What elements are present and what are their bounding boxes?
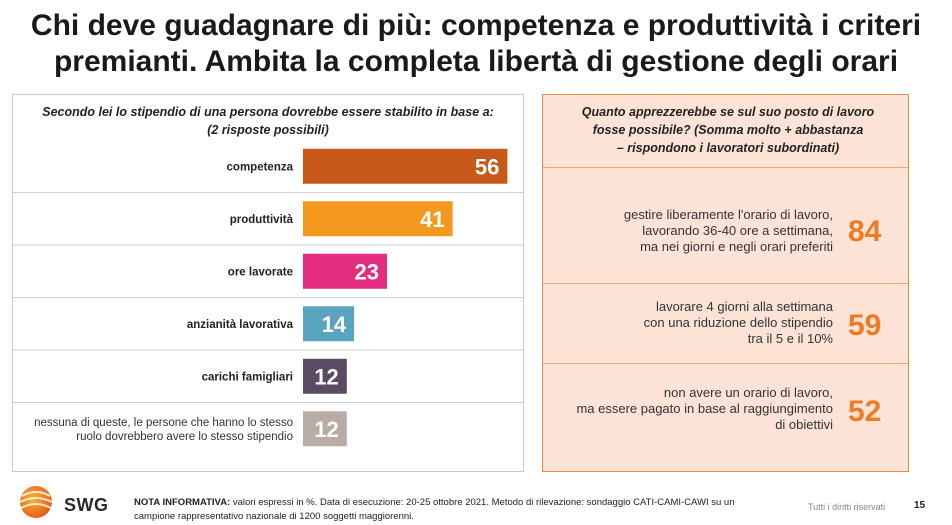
category-label: carichi famigliari [202, 371, 293, 383]
divider [543, 283, 908, 284]
right-question-line3: – rispondono i lavoratori subordinati) [616, 141, 840, 155]
bar-6 [303, 411, 347, 447]
left-question: Secondo lei lo stipendio di una persona … [13, 103, 523, 139]
category-label: anzianità lavorativa [187, 319, 294, 331]
bar-3 [303, 253, 387, 289]
right-item-text: non avere un orario di lavoro, ma essere… [553, 385, 833, 433]
bar-value-label: 23 [354, 259, 378, 284]
bar-4 [303, 306, 355, 342]
right-item-line: ma essere pagato in base al raggiungimen… [576, 401, 833, 416]
rights-text: Tutti i diritti riservati [808, 502, 886, 512]
right-item-line: gestire liberamente l'orario di lavoro, [623, 207, 833, 222]
category-label: nessuna di queste, le persone che hanno … [34, 417, 293, 429]
swg-logo-icon [19, 486, 53, 518]
divider [543, 167, 908, 168]
right-item-line: ma nei giorni e negli orari preferiti [640, 239, 833, 254]
bar-chart: 56 competenza 41 produttività 23 ore lavorate… [13, 148, 523, 447]
left-question-text: Secondo lei lo stipendio di una persona … [42, 105, 494, 119]
right-item-value: 84 [848, 215, 882, 248]
right-item-text: gestire liberamente l'orario di lavoro, … [553, 207, 833, 255]
page-title: Chi deve guadagnare di più: competenza e… [30, 9, 922, 78]
right-panel: Quanto apprezzerebbe se sul suo posto di… [542, 94, 909, 472]
left-question-sub: (2 risposte possibili) [207, 123, 329, 137]
category-label: competenza [227, 161, 294, 173]
logo-text: SWG [64, 495, 109, 515]
right-item-line: tra il 5 e il 10% [747, 331, 833, 346]
bar-value-label: 14 [322, 312, 347, 337]
bar-1 [303, 148, 508, 184]
right-question-line2: fosse possibile? (Somma molto + abbastan… [592, 123, 864, 137]
bar-2 [303, 201, 453, 237]
bar-value-label: 12 [314, 417, 338, 442]
category-label: ruolo dovrebbero avere lo stesso stipend… [76, 431, 293, 443]
category-label: produttività [230, 214, 294, 226]
note-label: NOTA INFORMATIVA: [134, 497, 231, 508]
bar-value-label: 56 [475, 154, 499, 179]
bar-value-label: 41 [420, 207, 444, 232]
right-item-value: 59 [848, 309, 882, 342]
page-number: 15 [914, 500, 926, 511]
right-question-line1: Quanto apprezzerebbe se sul suo posto di… [581, 105, 875, 119]
category-label: ore lavorate [228, 266, 293, 278]
left-chart-panel: Secondo lei lo stipendio di una persona … [12, 94, 524, 472]
right-item-line: lavorare 4 giorni alla settimana [655, 299, 833, 314]
right-question: Quanto apprezzerebbe se sul suo posto di… [563, 103, 893, 157]
right-item-line: con una riduzione dello stipendio [643, 315, 833, 330]
right-item-line: di obiettivi [775, 417, 833, 432]
bar-5 [303, 358, 347, 394]
bar-value-label: 12 [314, 364, 338, 389]
note-informativa: NOTA INFORMATIVA: valori espressi in %. … [134, 496, 774, 524]
divider [543, 363, 908, 364]
right-item-line: lavorando 36-40 ore a settimana, [642, 223, 833, 238]
right-item-value: 52 [848, 395, 882, 428]
right-item-line: non avere un orario di lavoro, [663, 385, 833, 400]
right-item-text: lavorare 4 giorni alla settimana con una… [553, 299, 833, 347]
note-text: valori espressi in %. Data di esecuzione… [134, 497, 735, 522]
